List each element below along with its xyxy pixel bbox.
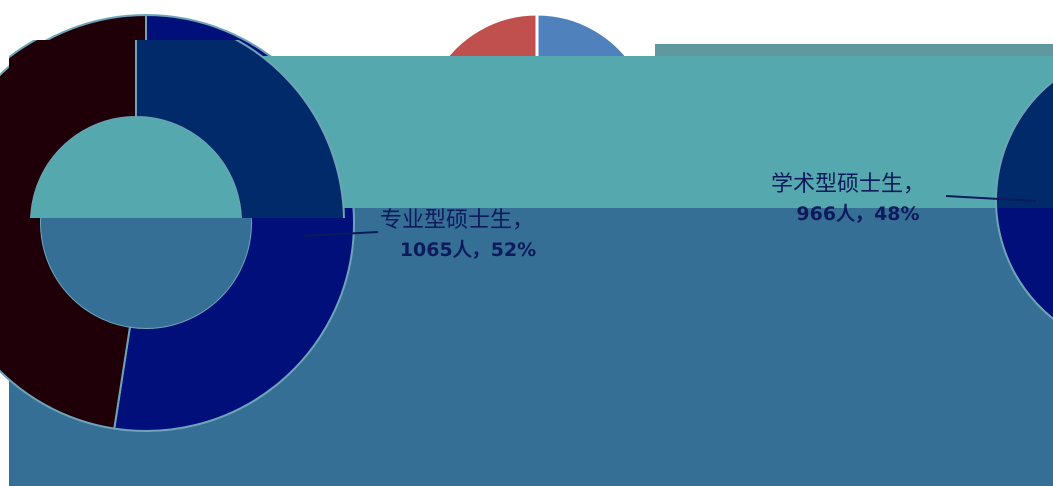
- data-label-academic-name: 学术型硕士生，: [771, 172, 925, 197]
- doughnut-slice-professional: [995, 80, 1053, 208]
- leader-line-academic: [945, 195, 1037, 202]
- data-label-professional-name: 专业型硕士生，: [380, 208, 534, 233]
- leader-line-professional: [303, 231, 379, 237]
- doughnut-slice-academic: [9, 40, 137, 218]
- data-label-professional-value: 1065人，52%: [400, 239, 536, 261]
- doughnut-hole: [31, 117, 241, 218]
- data-label-academic-value: 966人，48%: [796, 203, 919, 225]
- doughnut-chart-top-half: [9, 40, 345, 218]
- header-strip: [655, 44, 1053, 56]
- doughnut-chart-right-top-half: [995, 80, 1053, 208]
